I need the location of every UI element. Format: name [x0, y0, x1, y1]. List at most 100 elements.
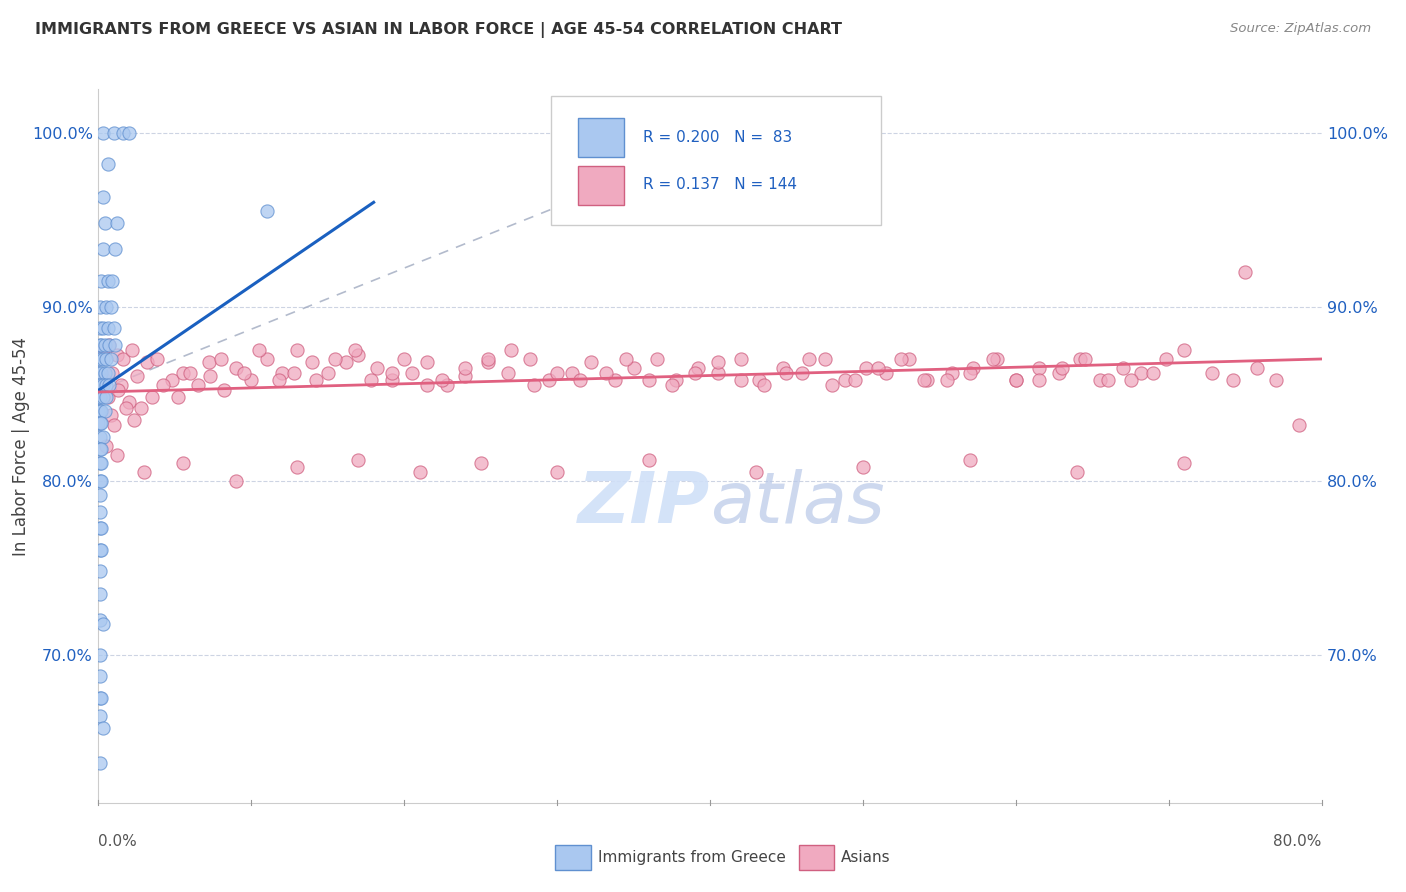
- Point: [93, 338, 115, 352]
- Point: [523, 378, 546, 392]
- Point: [546, 366, 568, 380]
- Point: [91, 378, 114, 392]
- Point: [706, 366, 728, 380]
- Point: [89, 587, 111, 601]
- Point: [1069, 351, 1091, 366]
- Point: [90, 521, 112, 535]
- Point: [89, 521, 111, 535]
- Point: [844, 373, 866, 387]
- Point: [93, 366, 115, 380]
- Point: [90, 474, 112, 488]
- Point: [814, 351, 837, 366]
- Point: [748, 373, 770, 387]
- Point: [89, 338, 111, 352]
- Point: [89, 351, 111, 366]
- Point: [89, 669, 111, 683]
- Point: [335, 355, 357, 369]
- Point: [167, 390, 190, 404]
- Point: [875, 366, 897, 380]
- Point: [100, 300, 122, 314]
- Point: [97, 157, 120, 171]
- Point: [103, 418, 125, 433]
- Point: [232, 366, 254, 380]
- Point: [91, 616, 114, 631]
- Point: [283, 366, 305, 380]
- Point: [1222, 373, 1244, 387]
- Point: [160, 373, 183, 387]
- Point: [97, 366, 120, 380]
- Point: [89, 543, 111, 558]
- Point: [90, 691, 112, 706]
- Point: [89, 756, 111, 770]
- Point: [89, 613, 111, 627]
- Point: [94, 378, 117, 392]
- Point: [87, 378, 110, 392]
- Text: R = 0.200   N =  83: R = 0.200 N = 83: [643, 129, 792, 145]
- Point: [360, 373, 382, 387]
- Point: [91, 243, 114, 257]
- Point: [179, 366, 201, 380]
- Point: [121, 343, 143, 358]
- Point: [941, 366, 963, 380]
- Point: [959, 453, 981, 467]
- Point: [1154, 351, 1177, 366]
- Point: [89, 442, 111, 457]
- Point: [661, 378, 683, 392]
- Point: [91, 721, 114, 735]
- Point: [111, 126, 134, 140]
- Point: [187, 378, 209, 392]
- Point: [392, 351, 416, 366]
- Point: [1028, 360, 1050, 375]
- Point: [93, 216, 115, 230]
- Point: [432, 373, 454, 387]
- Text: IMMIGRANTS FROM GREECE VS ASIAN IN LABOR FORCE | AGE 45-54 CORRELATION CHART: IMMIGRANTS FROM GREECE VS ASIAN IN LABOR…: [35, 22, 842, 38]
- Text: R = 0.137   N = 144: R = 0.137 N = 144: [643, 178, 797, 193]
- Point: [270, 366, 292, 380]
- Point: [614, 351, 637, 366]
- Text: atlas: atlas: [710, 468, 884, 538]
- Point: [579, 355, 602, 369]
- Point: [94, 300, 117, 314]
- Point: [686, 360, 709, 375]
- Point: [1201, 366, 1223, 380]
- Point: [730, 351, 752, 366]
- Point: [90, 457, 112, 471]
- Point: [97, 274, 120, 288]
- Point: [1234, 265, 1257, 279]
- Point: [98, 378, 121, 392]
- Point: [101, 274, 124, 288]
- Point: [89, 378, 111, 392]
- Point: [799, 351, 821, 366]
- Point: [285, 459, 308, 474]
- Point: [962, 360, 984, 375]
- Point: [790, 366, 813, 380]
- Point: [90, 366, 112, 380]
- Point: [477, 355, 499, 369]
- Point: [1073, 351, 1095, 366]
- Point: [105, 448, 128, 462]
- Point: [104, 243, 127, 257]
- Point: [89, 457, 111, 471]
- Point: [93, 404, 115, 418]
- Point: [94, 351, 117, 366]
- Point: [103, 126, 125, 140]
- Point: [115, 401, 138, 415]
- Point: [772, 360, 794, 375]
- Point: [87, 404, 110, 418]
- Point: [94, 439, 117, 453]
- Point: [915, 373, 938, 387]
- Point: [959, 366, 981, 380]
- Point: [91, 343, 114, 358]
- Point: [145, 351, 167, 366]
- FancyBboxPatch shape: [551, 96, 882, 225]
- Point: [890, 351, 912, 366]
- Point: [1047, 366, 1070, 380]
- Point: [1112, 360, 1135, 375]
- Point: [89, 404, 111, 418]
- Point: [98, 338, 121, 352]
- Point: [87, 366, 110, 380]
- Point: [519, 351, 541, 366]
- Point: [197, 355, 219, 369]
- Point: [89, 488, 111, 502]
- Point: [91, 390, 114, 404]
